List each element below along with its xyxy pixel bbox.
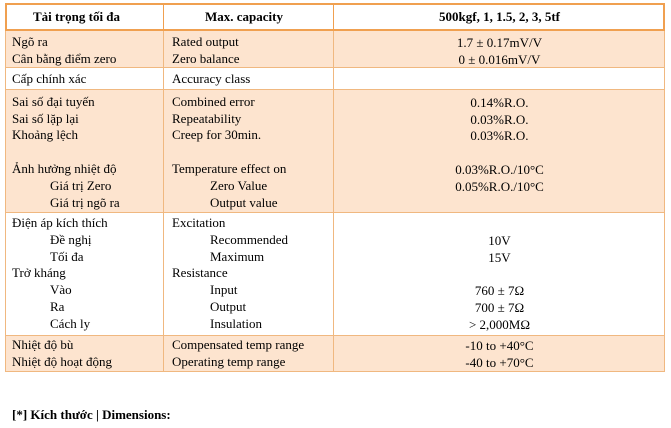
vi-label: Cách ly	[50, 316, 91, 331]
en-label: Maximum	[210, 249, 265, 264]
spec-value: -40 to +70°C	[465, 355, 534, 370]
en-label: Operating temp range	[172, 354, 286, 369]
row-group	[5, 68, 665, 90]
spec-value: 15V	[488, 250, 511, 265]
en-label: Combined error	[172, 94, 255, 109]
column-divider	[333, 213, 334, 336]
spec-value: 760 ± 7Ω	[474, 283, 525, 298]
header-cell: 500kgf, 1, 1.5, 2, 3, 5tf	[439, 9, 560, 24]
spec-value: > 2,000MΩ	[468, 317, 531, 332]
en-label: Rated output	[172, 34, 239, 49]
vi-label: Đề nghị	[50, 232, 92, 247]
row-group	[5, 213, 665, 336]
header-divider	[333, 3, 334, 31]
en-label: Compensated temp range	[172, 337, 305, 352]
header-row	[5, 3, 665, 31]
column-divider	[333, 90, 334, 213]
en-label: Repeatability	[172, 111, 242, 126]
en-label: Input	[210, 282, 238, 297]
vi-label: Tối đa	[50, 249, 84, 264]
vi-label: Vào	[50, 282, 72, 297]
en-label: Recommended	[210, 232, 288, 247]
column-divider	[163, 68, 164, 90]
vi-label: Giá trị Zero	[50, 178, 112, 193]
header-cell: Tải trọng tối đa	[33, 9, 121, 24]
en-label: Insulation	[210, 316, 262, 331]
vi-label: Ảnh hưởng nhiệt độ	[12, 161, 117, 176]
en-label: Output value	[210, 195, 278, 210]
header-divider	[163, 3, 164, 31]
column-divider	[333, 336, 334, 372]
vi-label: Trở kháng	[12, 265, 66, 280]
en-label: Output	[210, 299, 247, 314]
column-divider	[333, 68, 334, 90]
vi-label: Điện áp kích thích	[12, 215, 108, 230]
vi-label: Cấp chính xác	[12, 71, 87, 86]
en-label: Accuracy class	[172, 71, 251, 86]
vi-label: Khoảng lệch	[12, 127, 79, 142]
vi-label: Nhiệt độ bù	[12, 337, 74, 352]
spec-value: 0.05%R.O./10°C	[455, 179, 544, 194]
spec-value: 0 ± 0.016mV/V	[458, 52, 541, 67]
vi-label: Giá trị ngõ ra	[50, 195, 120, 210]
column-divider	[163, 31, 164, 68]
row-group	[5, 31, 665, 68]
spec-value: -10 to +40°C	[465, 338, 534, 353]
spec-value: 1.7 ± 0.17mV/V	[456, 35, 543, 50]
en-label: Temperature effect on	[172, 161, 287, 176]
vi-label: Cân bằng điểm zero	[12, 51, 117, 66]
spec-value: 0.03%R.O.	[470, 128, 529, 143]
spec-value: 700 ± 7Ω	[474, 300, 525, 315]
spec-value: 0.03%R.O./10°C	[455, 162, 544, 177]
footer-note: [*] Kích thước | Dimensions:	[12, 407, 171, 422]
en-label: Zero Value	[210, 178, 268, 193]
spec-value: 10V	[488, 233, 511, 248]
row-group	[5, 336, 665, 372]
column-divider	[333, 31, 334, 68]
column-divider	[163, 213, 164, 336]
en-label: Creep for 30min.	[172, 127, 262, 142]
vi-label: Ngõ ra	[12, 34, 48, 49]
spec-value: 0.14%R.O.	[470, 95, 529, 110]
vi-label: Sai số lặp lại	[12, 111, 79, 126]
row-group	[5, 90, 665, 213]
spec-value: 0.03%R.O.	[470, 112, 529, 127]
vi-label: Nhiệt độ hoạt động	[12, 354, 113, 369]
header-cell: Max. capacity	[205, 9, 283, 24]
en-label: Excitation	[172, 215, 226, 230]
en-label: Resistance	[172, 265, 228, 280]
en-label: Zero balance	[172, 51, 240, 66]
vi-label: Sai số đại tuyến	[12, 94, 95, 109]
column-divider	[163, 90, 164, 213]
column-divider	[163, 336, 164, 372]
vi-label: Ra	[50, 299, 65, 314]
